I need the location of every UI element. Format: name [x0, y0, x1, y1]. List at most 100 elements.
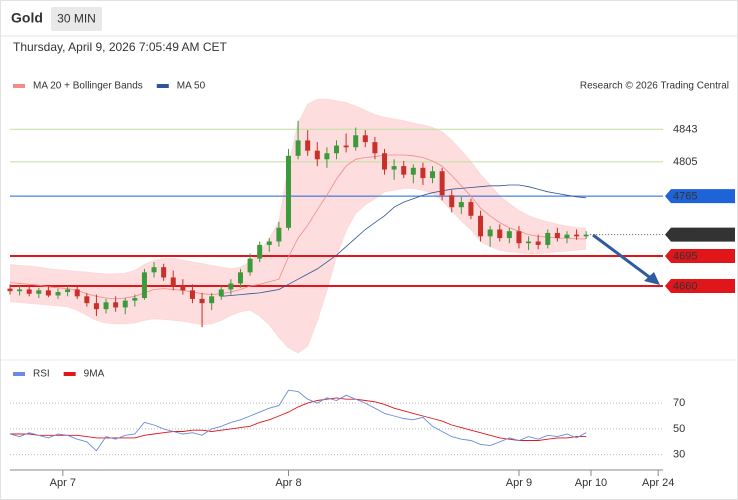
candle-body — [161, 267, 167, 278]
candle-body — [199, 298, 205, 304]
candle-body — [343, 145, 349, 148]
candle-body — [314, 150, 320, 160]
candle-body — [574, 234, 580, 237]
candle-body — [564, 234, 570, 239]
candle-body — [506, 231, 512, 239]
candle-body — [189, 290, 195, 299]
candle-body — [132, 298, 138, 301]
candle-body — [266, 241, 272, 245]
level-label: 4720 — [673, 229, 697, 241]
x-tick-label: Apr 8 — [275, 477, 301, 489]
candle-body — [209, 296, 215, 304]
candle-body — [372, 142, 378, 154]
level-label: 4765 — [673, 190, 697, 202]
rsi-line — [9, 389, 587, 452]
candle-body — [257, 244, 263, 259]
legend-swatch — [63, 372, 76, 376]
candle-body — [583, 234, 589, 237]
y-tick-label: 70 — [673, 397, 685, 409]
x-tick-label: Apr 9 — [506, 477, 532, 489]
x-tick-label: Apr 24 — [642, 477, 674, 489]
candle-body — [410, 167, 416, 175]
level-tag — [665, 249, 735, 264]
candle-body — [334, 145, 339, 154]
candle-body — [74, 289, 80, 297]
candle-body — [170, 277, 176, 287]
candle-body — [478, 215, 484, 237]
candle-body — [420, 167, 426, 179]
candle-body — [468, 202, 474, 216]
timeframe[interactable]: 30 MIN — [57, 12, 96, 26]
candle-body — [439, 171, 445, 196]
legend-label: RSI — [33, 369, 50, 380]
x-tick-label: Apr 10 — [575, 477, 607, 489]
level-tag — [665, 227, 735, 242]
credit: Research © 2026 Trading Central — [580, 81, 729, 92]
candle-body — [497, 229, 503, 239]
candle-body — [180, 286, 186, 291]
candle-body — [430, 171, 436, 179]
y-tick-label: 30 — [673, 449, 685, 461]
candle-body — [93, 303, 99, 310]
legend-swatch — [156, 84, 169, 88]
candle-body — [17, 289, 23, 292]
candle-body — [382, 153, 388, 170]
forecast-arrow — [592, 233, 653, 281]
candle-body — [237, 272, 243, 284]
candle-body — [458, 202, 464, 208]
candle-body — [113, 302, 119, 308]
candle-body — [362, 135, 368, 143]
candle-body — [7, 288, 13, 292]
candle-body — [285, 155, 291, 228]
candle-body — [151, 267, 157, 273]
level-tag — [665, 279, 735, 294]
x-tick-label: Apr 7 — [50, 477, 76, 489]
level-label: 4695 — [673, 250, 697, 262]
candle-body — [141, 272, 147, 299]
candle-body — [516, 231, 522, 244]
ma-line — [9, 154, 587, 300]
candle-body — [65, 289, 71, 293]
y-tick-label: 50 — [673, 423, 685, 435]
candle-body — [228, 283, 234, 290]
candle-body — [487, 229, 493, 237]
candle-body — [103, 302, 109, 310]
candle-body — [305, 140, 311, 151]
legend-swatch — [13, 372, 25, 376]
level-label: 4843 — [673, 124, 697, 136]
candle-body — [526, 241, 532, 244]
level-label: 4660 — [673, 280, 697, 292]
candle-body — [247, 258, 253, 273]
candle-body — [45, 290, 51, 296]
forecast-arrowhead — [644, 272, 660, 285]
candle-body — [55, 292, 61, 296]
candle-body — [324, 153, 330, 160]
symbol: Gold — [11, 10, 43, 26]
candle-body — [545, 232, 551, 245]
candle-body — [353, 135, 359, 148]
candle-body — [122, 300, 128, 308]
candle-body — [554, 232, 560, 239]
candle-body — [26, 289, 32, 294]
legend-label: MA 50 — [177, 81, 206, 92]
candle-body — [401, 166, 407, 175]
legend-swatch — [13, 84, 25, 88]
timestamp: Thursday, April 9, 2026 7:05:49 AM CET — [13, 40, 228, 54]
candle-body — [535, 241, 541, 245]
candle-body — [295, 140, 301, 156]
level-label: 4805 — [673, 156, 697, 168]
candle-body — [36, 290, 42, 294]
legend-label: MA 20 + Bollinger Bands — [33, 81, 143, 92]
candle-body — [84, 296, 90, 304]
candle-body — [391, 166, 397, 170]
ma-line — [221, 184, 587, 297]
plot-layer: 4843 4805 4765 4720 4695 4660 MA 20 + Bollinge… — [7, 81, 735, 489]
timeframe-chip[interactable] — [51, 7, 102, 31]
level-tag — [665, 189, 735, 204]
candle-body — [218, 289, 224, 297]
legend-label: 9MA — [84, 369, 105, 380]
candle-body — [449, 195, 455, 208]
